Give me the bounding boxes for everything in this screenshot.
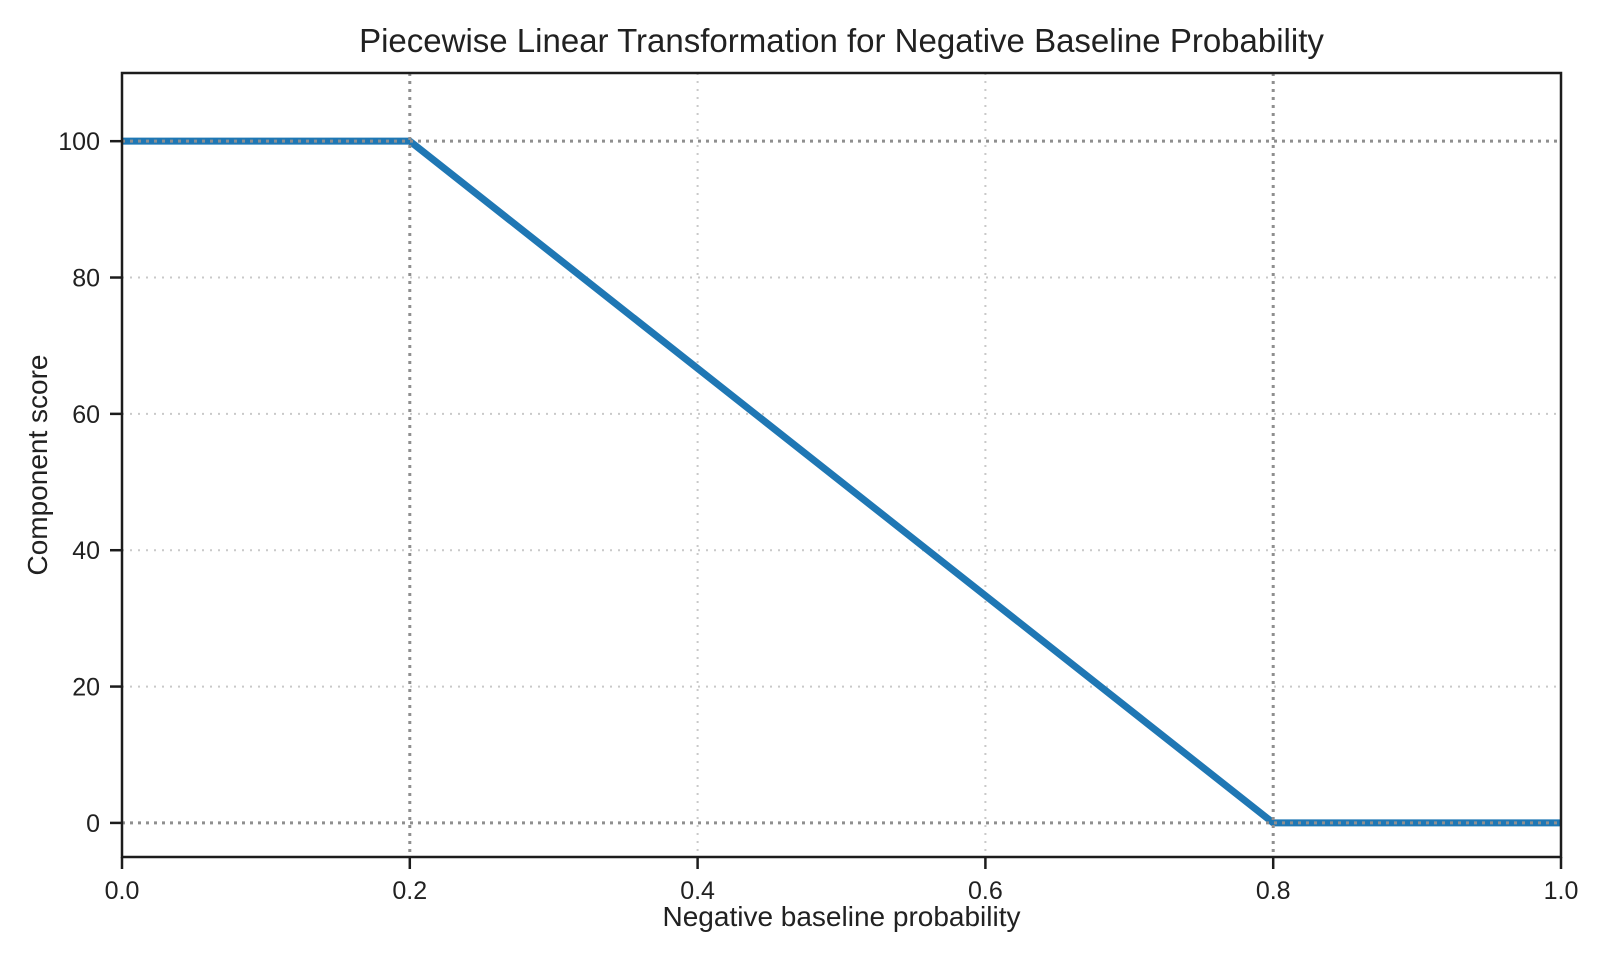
y-tick-label: 40 <box>72 537 100 565</box>
y-tick-label: 20 <box>72 674 100 702</box>
x-tick-label: 0.4 <box>680 877 715 905</box>
x-tick-label: 0.8 <box>1256 877 1291 905</box>
y-tick-label: 100 <box>58 128 100 156</box>
axes-spines <box>120 71 1563 859</box>
data-line <box>122 137 1561 827</box>
x-axis-label: Negative baseline probability <box>662 901 1021 932</box>
y-tick-label: 80 <box>72 265 100 293</box>
y-tick-label: 60 <box>72 401 100 429</box>
x-tick-label: 0.0 <box>105 877 140 905</box>
x-tick-label: 0.6 <box>968 877 1003 905</box>
y-tick-label: 0 <box>86 810 100 838</box>
chart-title: Piecewise Linear Transformation for Nega… <box>359 22 1324 59</box>
x-tick-label: 0.2 <box>392 877 427 905</box>
x-tick-label: 1.0 <box>1544 877 1579 905</box>
